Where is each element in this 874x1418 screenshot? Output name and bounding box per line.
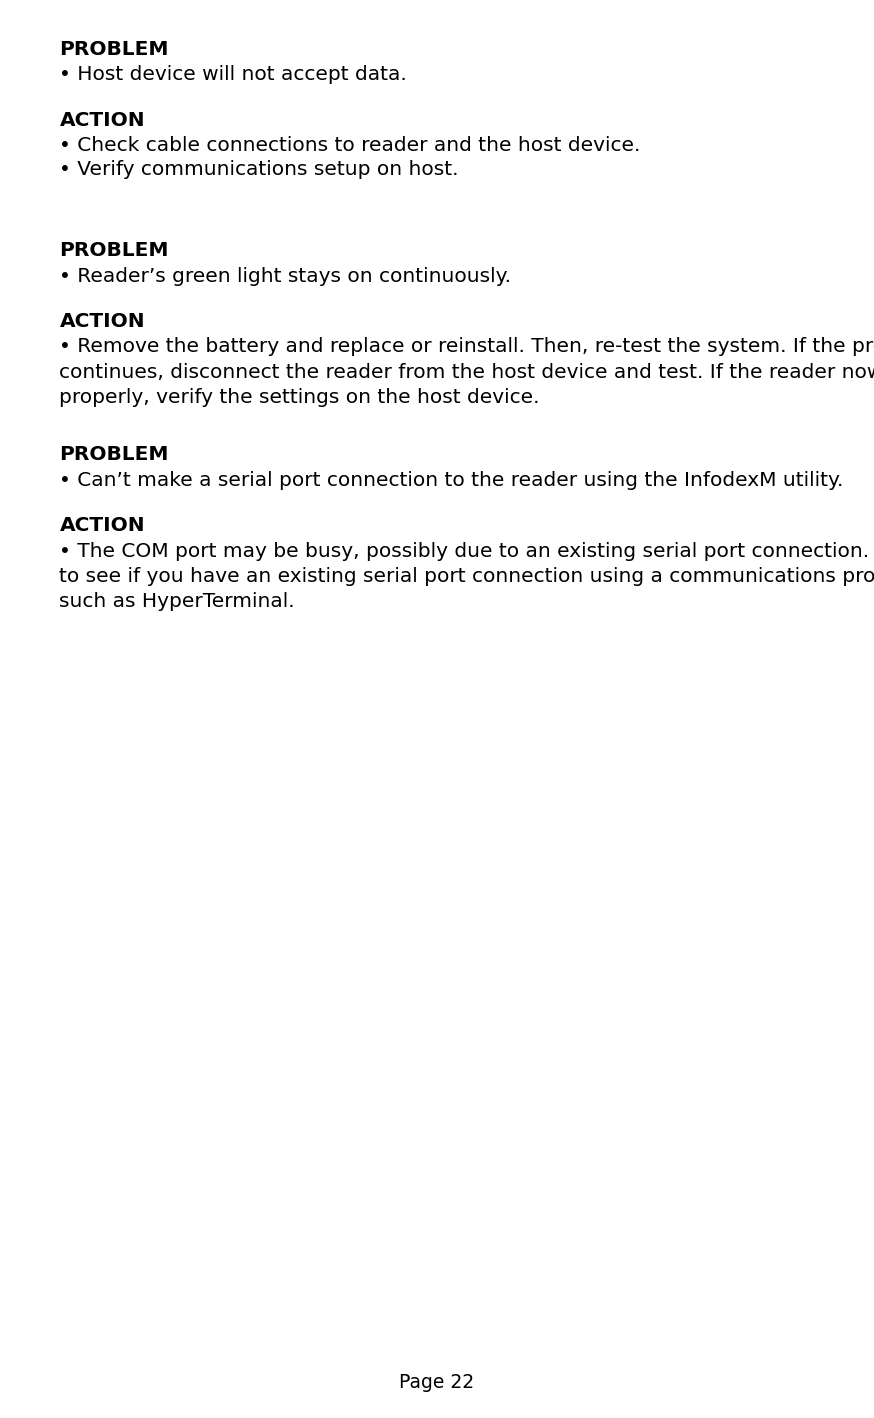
Text: ACTION: ACTION — [59, 312, 145, 330]
Text: ACTION: ACTION — [59, 111, 145, 129]
Text: • The COM port may be busy, possibly due to an existing serial port connection. : • The COM port may be busy, possibly due… — [59, 542, 874, 560]
Text: • Check cable connections to reader and the host device.: • Check cable connections to reader and … — [59, 136, 641, 155]
Text: • Host device will not accept data.: • Host device will not accept data. — [59, 65, 407, 84]
Text: continues, disconnect the reader from the host device and test. If the reader no: continues, disconnect the reader from th… — [59, 363, 874, 381]
Text: ACTION: ACTION — [59, 516, 145, 535]
Text: • Verify communications setup on host.: • Verify communications setup on host. — [59, 160, 459, 179]
Text: PROBLEM: PROBLEM — [59, 40, 169, 58]
Text: PROBLEM: PROBLEM — [59, 241, 169, 259]
Text: such as HyperTerminal.: such as HyperTerminal. — [59, 593, 295, 611]
Text: PROBLEM: PROBLEM — [59, 445, 169, 464]
Text: • Reader’s green light stays on continuously.: • Reader’s green light stays on continuo… — [59, 267, 511, 285]
Text: • Can’t make a serial port connection to the reader using the InfodexM utility.: • Can’t make a serial port connection to… — [59, 471, 843, 489]
Text: • Remove the battery and replace or reinstall. Then, re-test the system. If the : • Remove the battery and replace or rein… — [59, 337, 874, 356]
Text: properly, verify the settings on the host device.: properly, verify the settings on the hos… — [59, 389, 540, 407]
Text: Page 22: Page 22 — [399, 1374, 475, 1392]
Text: to see if you have an existing serial port connection using a communications pro: to see if you have an existing serial po… — [59, 567, 874, 586]
